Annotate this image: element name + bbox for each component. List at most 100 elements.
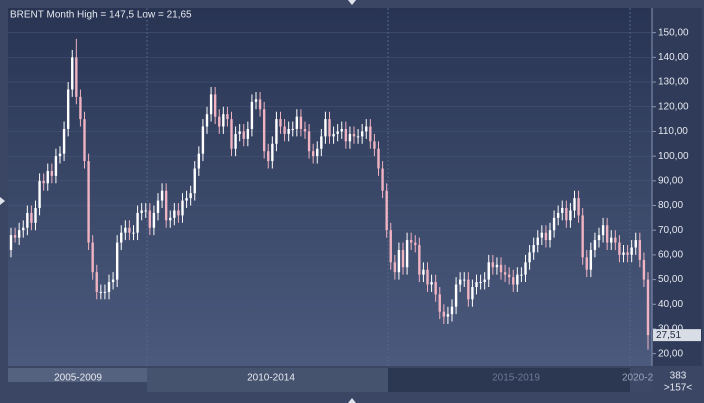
candle-body (438, 294, 441, 312)
candle-body (548, 230, 552, 241)
candle-body (111, 279, 115, 283)
period-band[interactable] (388, 368, 630, 392)
candle-body (185, 198, 188, 201)
candle-body (50, 170, 54, 176)
candle-body (295, 116, 299, 129)
candle-body (495, 264, 499, 268)
candle-body (160, 190, 164, 201)
candle-body (569, 210, 572, 221)
candle-body (311, 151, 315, 157)
period-label: 2020-2 (622, 373, 654, 384)
candle-body (463, 279, 466, 281)
candle-body (291, 128, 294, 130)
candle-body (324, 119, 327, 137)
candle-body (340, 128, 343, 132)
candle-body (610, 237, 613, 243)
candle-body (279, 119, 282, 127)
period-band[interactable] (8, 368, 147, 382)
candle-body (38, 180, 41, 208)
candle-body (638, 240, 642, 260)
candle-body (491, 262, 495, 268)
candle-body (397, 249, 401, 273)
candle-body (389, 230, 392, 263)
candle-body (242, 131, 245, 139)
candle-body (532, 245, 535, 253)
candle-body (13, 235, 17, 238)
candle-body (552, 217, 556, 231)
y-tick-label: 120,00 (658, 101, 689, 112)
candle-body (169, 217, 172, 221)
candle-body (234, 133, 237, 149)
candle-body (434, 282, 437, 295)
candle-body (250, 101, 254, 129)
candle-body (66, 89, 70, 129)
candle-body (9, 235, 13, 250)
candle-body (336, 131, 339, 134)
candle-body (34, 207, 37, 223)
candle-body (483, 279, 486, 283)
candle-body (307, 131, 311, 152)
plot-area (8, 8, 652, 366)
candle-body (128, 227, 131, 233)
y-tick-label: 130,00 (658, 77, 689, 88)
scroll-arrow[interactable] (348, 0, 356, 5)
candle-body (262, 109, 266, 152)
candle-body (467, 279, 470, 300)
candle-body (516, 274, 519, 285)
period-band[interactable] (147, 368, 388, 392)
last-price-box (653, 329, 701, 342)
candle-body (581, 215, 584, 258)
candle-body (565, 207, 568, 221)
y-tick-label: 100,00 (658, 151, 689, 162)
y-tick-label: 50,00 (658, 274, 683, 285)
candle-body (409, 240, 413, 243)
candle-body (144, 210, 147, 212)
candle-body (238, 131, 241, 134)
candle-body (414, 242, 417, 246)
candle-body (385, 190, 388, 231)
scroll-arrow[interactable] (0, 197, 5, 205)
candle-body (618, 242, 621, 255)
last-price-label: 27,51 (656, 330, 681, 341)
candle-body (328, 119, 331, 137)
candle-body (95, 272, 98, 292)
candle-body (528, 252, 531, 263)
y-tick-label: 20,00 (658, 348, 683, 359)
candle-body (140, 210, 143, 213)
scroll-arrow[interactable] (348, 398, 356, 403)
candle-body (79, 96, 82, 120)
candle-body (222, 114, 225, 127)
chart-title: BRENT Month High = 147,5 Low = 21,65 (10, 10, 192, 21)
candle-body (218, 116, 221, 127)
candle-body (393, 262, 397, 273)
candle-body (22, 227, 25, 231)
candle-body (365, 126, 368, 132)
candle-body (275, 119, 278, 144)
candle-body (42, 180, 45, 184)
candle-body (348, 133, 352, 142)
candle-body (246, 128, 250, 139)
candle-body (344, 128, 348, 142)
candle-body (177, 210, 180, 216)
candle-body (124, 227, 127, 233)
candle-body (642, 259, 646, 280)
candle-body (58, 153, 62, 157)
candle-body (271, 143, 274, 162)
candle-body (597, 235, 601, 241)
candle-body (573, 198, 576, 211)
candle-body (585, 257, 588, 270)
y-tick-label: 70,00 (658, 225, 683, 236)
candle-body (524, 262, 527, 275)
candle-body (499, 264, 503, 273)
candle-body (540, 232, 544, 238)
candle-body (303, 128, 307, 132)
candle-body (26, 212, 29, 228)
candle-body (503, 272, 507, 275)
candle-body (193, 168, 196, 194)
y-axis-area (652, 8, 702, 366)
candle-body (156, 200, 160, 213)
period-band[interactable] (630, 368, 652, 392)
candle-body (401, 249, 405, 268)
candle-body (46, 170, 49, 184)
candle-body (258, 99, 262, 110)
